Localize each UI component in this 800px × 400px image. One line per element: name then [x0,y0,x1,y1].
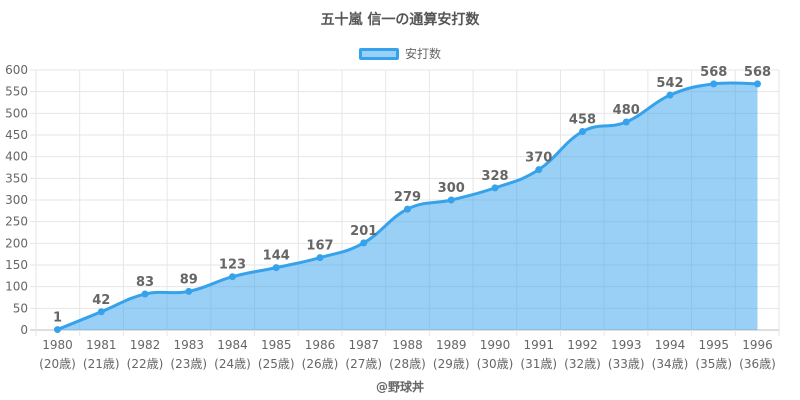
x-tick-sublabel: (31歳) [520,357,557,371]
data-label: 542 [656,76,683,91]
x-tick-sublabel: (27歳) [345,357,382,371]
x-tick-sublabel: (36歳) [739,357,776,371]
y-tick-label: 200 [5,236,28,250]
x-tick-sublabel: (21歳) [83,357,120,371]
data-label: 144 [263,249,290,264]
x-tick-sublabel: (24歳) [214,357,251,371]
data-point [622,118,630,126]
data-point [404,205,411,213]
data-point [229,273,236,281]
x-tick-label: 1985 [261,338,292,352]
data-label: 89 [180,272,198,287]
x-tick-label: 1989 [436,338,467,352]
x-tick-label: 1995 [698,338,729,352]
x-tick-label: 1986 [305,338,336,352]
data-point [666,91,674,99]
x-tick-sublabel: (26歳) [302,357,339,371]
x-tick-sublabel: (22歳) [127,357,164,371]
data-point [535,166,543,174]
data-label: 123 [219,258,246,273]
y-tick-label: 150 [5,258,28,272]
x-tick-sublabel: (33歳) [608,357,645,371]
y-tick-label: 400 [5,150,28,164]
data-label: 328 [481,169,508,184]
x-tick-sublabel: (25歳) [258,357,295,371]
data-point [710,80,718,88]
chart-title: 五十嵐 信一の通算安打数 [320,12,480,28]
x-tick-sublabel: (20歳) [39,357,76,371]
x-tick-sublabel: (28歳) [389,357,426,371]
data-point [491,184,499,192]
legend-label: 安打数 [404,47,441,61]
data-point [316,254,324,262]
x-tick-label: 1994 [655,338,686,352]
data-point [54,326,61,334]
data-point [754,80,761,88]
y-tick-label: 0 [20,323,28,337]
data-label: 201 [350,224,377,239]
x-tick-label: 1984 [217,338,248,352]
x-tick-sublabel: (23歳) [170,357,207,371]
y-tick-label: 50 [13,301,28,315]
legend[interactable]: 安打数 [0,45,800,62]
x-tick-sublabel: (35歳) [695,357,732,371]
data-label: 480 [613,103,640,118]
legend-swatch [358,47,399,60]
data-point [360,239,368,247]
x-tick-label: 1990 [480,338,511,352]
x-tick-sublabel: (30歳) [477,357,514,371]
x-tick-label: 1980 [42,338,73,352]
x-tick-sublabel: (32歳) [564,357,601,371]
y-tick-label: 600 [5,63,28,77]
x-tick-label: 1992 [567,338,598,352]
data-label: 458 [569,113,596,128]
data-label: 370 [525,151,552,166]
credit-label: @野球丼 [375,380,424,394]
series-area [57,82,758,330]
y-tick-label: 250 [5,215,28,229]
x-tick-label: 1988 [392,338,423,352]
y-tick-label: 500 [5,106,28,120]
data-point [185,287,193,295]
data-label: 300 [438,181,465,196]
x-tick-label: 1983 [173,338,204,352]
data-label: 167 [306,239,333,254]
data-point [272,264,280,272]
data-point [447,196,455,204]
x-tick-label: 1996 [742,338,773,352]
y-tick-label: 100 [5,280,28,294]
data-label: 1 [53,311,62,326]
y-tick-label: 350 [5,171,28,185]
data-point [141,290,149,298]
data-label: 279 [394,190,421,205]
y-tick-label: 300 [5,193,28,207]
x-tick-sublabel: (29歳) [433,357,470,371]
data-label: 568 [700,65,727,80]
data-label: 83 [136,275,154,290]
x-tick-label: 1982 [130,338,161,352]
y-tick-label: 550 [5,85,28,99]
x-tick-label: 1991 [523,338,554,352]
x-tick-sublabel: (34歳) [652,357,689,371]
x-tick-label: 1981 [86,338,117,352]
y-tick-label: 450 [5,128,28,142]
data-point [97,308,105,316]
data-label: 42 [92,293,110,308]
x-tick-label: 1987 [348,338,379,352]
data-point [579,128,586,136]
data-label: 568 [744,65,771,80]
x-tick-label: 1993 [611,338,642,352]
